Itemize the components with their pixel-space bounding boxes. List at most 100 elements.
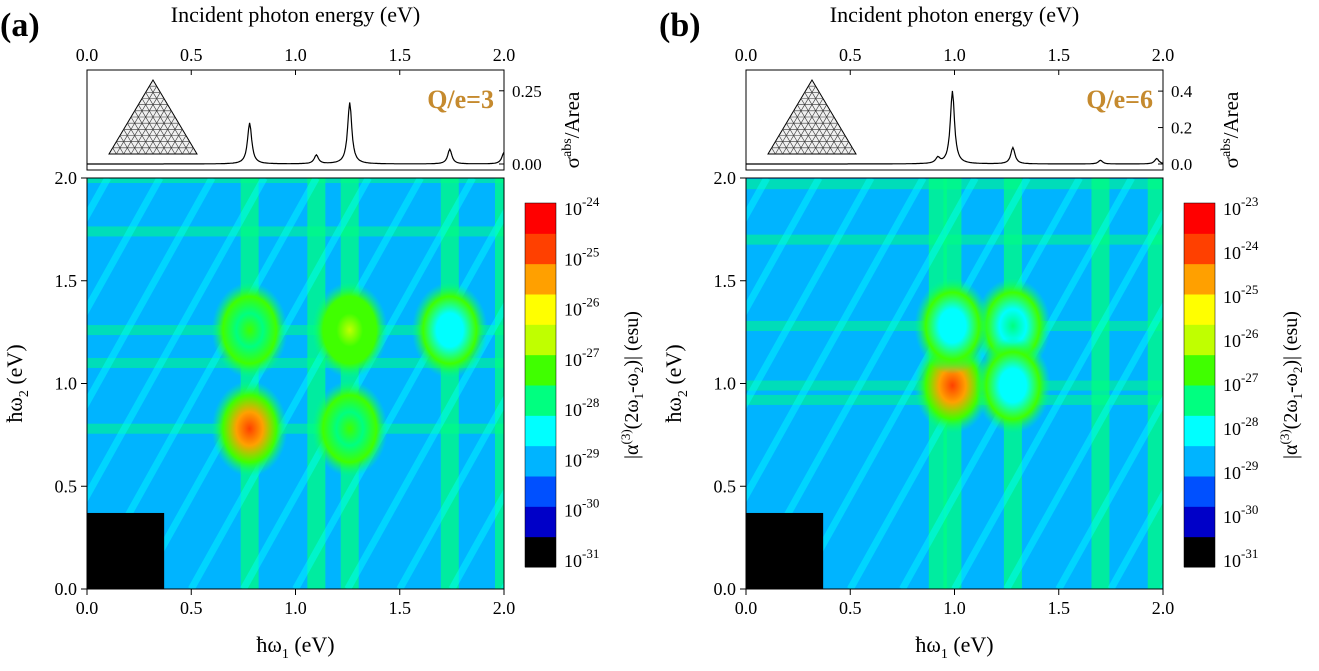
top-axis-label: Incident photon energy (eV): [830, 2, 1079, 27]
flake-lattice: [149, 86, 190, 155]
x-tick-label: 2.0: [1152, 598, 1175, 618]
colorbar-frame: [1183, 202, 1216, 568]
resonance-band-vertical: [1147, 178, 1163, 589]
colorbar-tick-label: 10-27: [1223, 370, 1259, 395]
top-tick-label: 1.0: [284, 45, 307, 65]
diagonal-streak: [188, 178, 424, 589]
diagonal-streak: [344, 301, 504, 589]
heatmap-layer: [746, 178, 1163, 589]
flake-lattice: [145, 110, 172, 155]
y-tick-label: 0.5: [714, 476, 737, 496]
resonance-band-horizontal: [746, 234, 1163, 245]
colorbar-tick-label: 10-28: [564, 395, 599, 420]
flake-lattice: [778, 135, 791, 155]
colorbar-segment: [1184, 354, 1215, 386]
top-axis-label: Incident photon energy (eV): [171, 2, 420, 27]
diagonal-streak: [87, 178, 268, 503]
resonance-band-horizontal: [87, 325, 504, 336]
colorbar-tick-label: 10-25: [564, 244, 599, 269]
spectrum-line: [87, 102, 505, 165]
flake-lattice: [819, 123, 838, 155]
hot-spot: [211, 380, 288, 477]
flake-lattice: [800, 98, 835, 155]
flake-lattice: [789, 98, 824, 155]
colorbar-tick-label: 10-29: [564, 445, 599, 470]
colorbar-tick-label: 10-26: [564, 295, 600, 320]
colorbar-segment: [525, 476, 556, 507]
colorbar-segment: [525, 536, 556, 568]
resonance-band-horizontal: [87, 357, 504, 368]
y-tick-label: 1.5: [714, 271, 737, 291]
panel-label: (a): [0, 7, 40, 44]
spectrum-y-tick-label: 0.4: [1171, 82, 1193, 101]
top-tick-label: 2.0: [1152, 45, 1175, 65]
flake-lattice: [112, 147, 117, 155]
top-tick-label: 0.0: [76, 45, 99, 65]
colorbar-segment: [1184, 536, 1215, 568]
flake-lattice: [848, 147, 853, 155]
colorbar-tick-label: 10-31: [564, 546, 599, 571]
flake-lattice: [116, 86, 157, 155]
x-axis-label: ħω1 (eV): [915, 632, 993, 662]
y-tick-label: 0.0: [55, 579, 78, 599]
resonance-band-vertical: [495, 178, 504, 589]
resonance-band-horizontal: [87, 226, 504, 237]
flake-lattice: [127, 123, 146, 155]
flake-lattice: [793, 110, 820, 155]
colorbar-segment: [1184, 506, 1215, 538]
flake-lattice: [786, 123, 805, 155]
x-tick-label: 0.0: [76, 598, 99, 618]
flake-lattice: [804, 110, 831, 155]
colorbar-segment: [1184, 324, 1215, 356]
top-tick-label: 0.5: [180, 45, 203, 65]
panel-a: (a) Incident photon energy (eV) 0.0 0.5 1.0 1…: [0, 0, 660, 666]
colorbar-segment: [525, 445, 556, 477]
diagonal-streak: [746, 178, 823, 316]
diagonal-streak: [448, 488, 504, 589]
y-tick-label: 2.0: [55, 168, 78, 188]
colorbar-segment: [1184, 233, 1215, 265]
flake-lattice: [141, 98, 176, 155]
panel-label: (b): [659, 7, 701, 44]
hot-spot: [914, 277, 991, 374]
diagonal-streak: [746, 178, 875, 410]
x-tick-label: 2.0: [493, 598, 516, 618]
resonance-band-horizontal: [87, 178, 504, 183]
colorbar-segment: [525, 354, 556, 386]
spectrum-line: [746, 90, 1164, 165]
colorbar-segment: [1184, 263, 1215, 295]
top-tick-label: 2.0: [493, 45, 516, 65]
x-tick-label: 0.5: [839, 598, 862, 618]
colorbar-tick-label: 10-23: [1223, 194, 1258, 219]
colorbar-frame: [524, 202, 557, 568]
resonance-band-horizontal: [87, 423, 504, 434]
resonance-band-horizontal: [746, 179, 1163, 190]
colorbar-tick-label: 10-24: [564, 194, 600, 219]
flake-lattice: [134, 110, 161, 155]
colorbar-segment: [525, 263, 556, 295]
top-tick-label: 0.5: [839, 45, 862, 65]
colorbar-tick-label: 10-25: [1223, 282, 1258, 307]
diagonal-streak: [396, 394, 504, 589]
top-tick-label: 1.5: [1048, 45, 1071, 65]
top-tick-label: 1.0: [943, 45, 966, 65]
hot-spot: [211, 282, 288, 379]
y-tick-label: 2.0: [714, 168, 737, 188]
diagonal-streak: [87, 178, 164, 316]
flake-lattice: [160, 123, 179, 155]
y-tick-label: 1.0: [55, 374, 78, 394]
diagonal-streak: [87, 178, 216, 410]
hot-spot: [311, 282, 388, 379]
low-signal-region: [746, 512, 824, 589]
flake-lattice: [145, 92, 183, 155]
diagonal-streak: [1003, 301, 1163, 589]
x-tick-label: 1.0: [943, 598, 966, 618]
colorbar-segment: [1184, 476, 1215, 507]
x-tick-label: 0.5: [180, 598, 203, 618]
spectrum-y-tick-label: 0.25: [512, 82, 542, 101]
colorbar-tick-label: 10-27: [564, 345, 600, 370]
flake-lattice: [130, 98, 165, 155]
diagonal-streak: [292, 208, 504, 589]
hot-spot: [311, 380, 388, 477]
top-tick-label: 1.5: [389, 45, 412, 65]
